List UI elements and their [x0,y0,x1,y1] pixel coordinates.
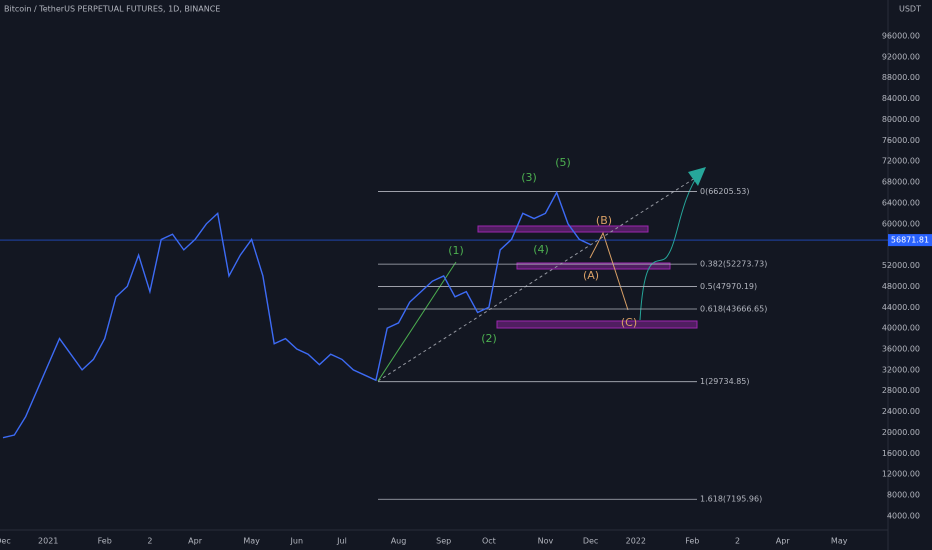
price-tag-label: 56871.81 [891,236,929,245]
wave-label: (1) [448,244,464,257]
x-tick-label: Oct [482,537,496,546]
wave-label: (3) [521,171,537,184]
x-tick-label: Apr [188,537,203,546]
x-tick-label: Dec [583,537,598,546]
wave-label: (2) [481,332,497,345]
y-tick-label: 68000.00 [882,178,920,187]
y-tick-label: 20000.00 [882,428,920,437]
chart-title: Bitcoin / TetherUS PERPETUAL FUTURES, 1D… [4,5,220,14]
x-tick-label: Jun [290,537,304,546]
zone [496,320,698,329]
x-tick-label: May [831,537,848,546]
wave-label: (A) [583,269,599,282]
x-tick-label: Feb [98,537,112,546]
x-tick-label: 2 [147,537,152,546]
y-tick-label: 76000.00 [882,136,920,145]
y-tick-label: 36000.00 [882,344,920,353]
y-tick-label: 16000.00 [882,449,920,458]
y-tick-label: 44000.00 [882,303,920,312]
y-tick-label: 64000.00 [882,198,920,207]
y-tick-label: 92000.00 [882,52,920,61]
wave-label: (4) [533,243,549,256]
x-tick-label: Aug [391,537,407,546]
price-tag [888,234,932,247]
y-tick-label: 96000.00 [882,31,920,40]
y-tick-label: 24000.00 [882,407,920,416]
wave-label: (5) [555,156,571,169]
x-tick-label: Nov [538,537,554,546]
fib-label: 0.5(47970.19) [700,282,757,291]
y-tick-label: 48000.00 [882,282,920,291]
y-tick-label: 84000.00 [882,94,920,103]
projection [589,231,629,311]
y-unit: USDT [899,5,921,14]
y-tick-label: 40000.00 [882,324,920,333]
wave-line [377,261,457,382]
fib-label: 0.382(52273.73) [700,260,767,269]
x-tick-label: Dec [0,537,11,546]
x-tick-label: Feb [685,537,699,546]
x-tick-label: Sep [436,537,451,546]
zone [477,225,649,233]
x-tick-label: 2 [735,537,740,546]
wave-label: (C) [621,316,637,329]
fib-label: 1(29734.85) [700,377,750,386]
x-tick-label: 2021 [38,537,58,546]
fib-label: 1.618(7195.96) [700,495,762,504]
y-tick-label: 88000.00 [882,73,920,82]
arrow-head [688,167,706,186]
x-tick-label: 2022 [626,537,646,546]
fib-label: 0.618(43666.65) [700,304,767,313]
y-tick-label: 80000.00 [882,115,920,124]
y-tick-label: 28000.00 [882,386,920,395]
y-tick-label: 4000.00 [887,511,920,520]
y-tick-label: 72000.00 [882,157,920,166]
trend-line [377,177,696,382]
y-tick-label: 60000.00 [882,219,920,228]
x-tick-label: May [243,537,260,546]
x-tick-label: Apr [776,537,791,546]
y-tick-label: 8000.00 [887,491,920,500]
zone [516,262,671,270]
y-tick-label: 52000.00 [882,261,920,270]
y-tick-label: 12000.00 [882,470,920,479]
zones [477,225,698,329]
wave-label: (B) [596,214,612,227]
price-line [2,190,591,439]
fib-label: 0(66205.53) [700,187,750,196]
x-tick-label: Jul [336,537,347,546]
y-tick-label: 32000.00 [882,365,920,374]
projection [639,171,701,321]
